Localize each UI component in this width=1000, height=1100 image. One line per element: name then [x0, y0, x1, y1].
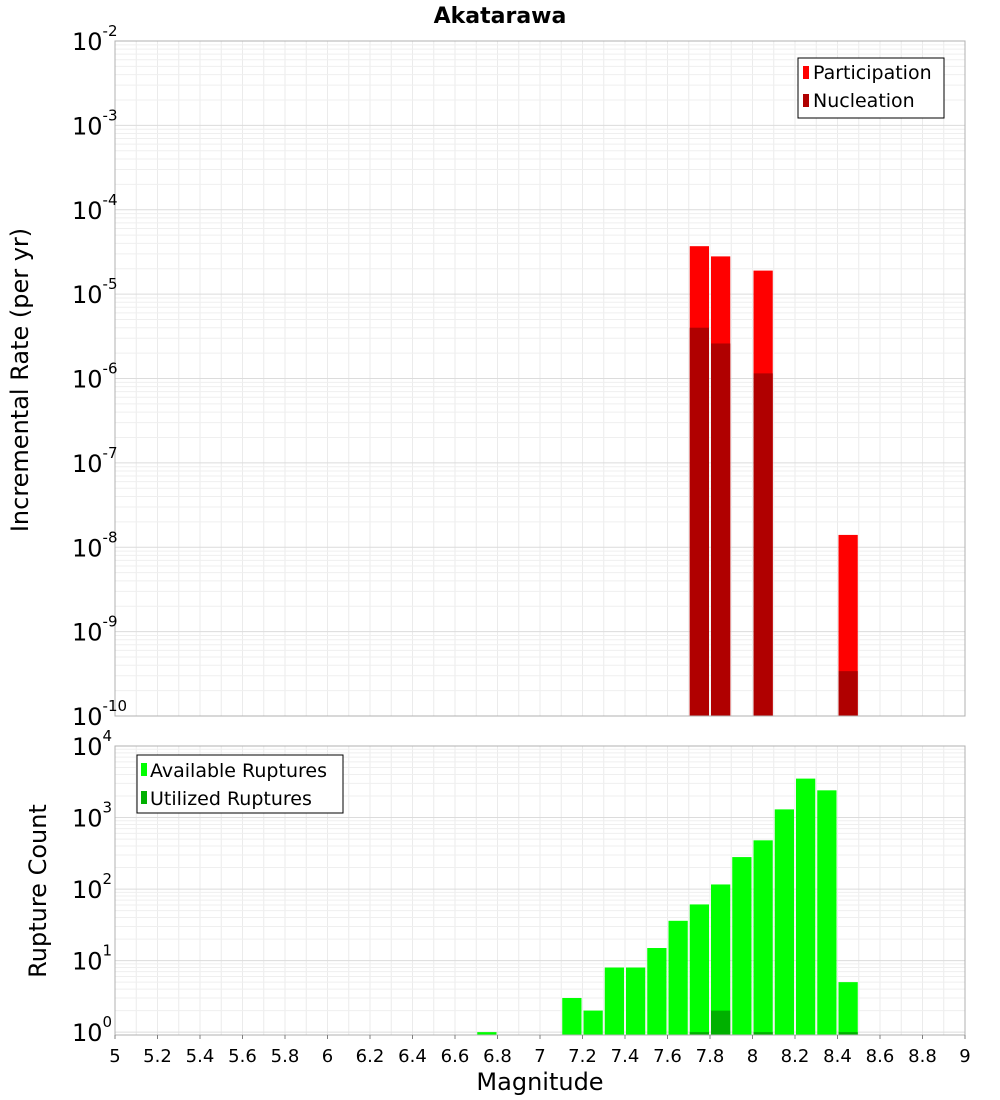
available-ruptures-bar — [477, 1032, 497, 1035]
x-tick-label: 6.4 — [398, 1046, 427, 1067]
nucleation-bar — [689, 327, 709, 716]
utilized-ruptures-bar — [689, 1032, 709, 1035]
x-tick-label: 9 — [959, 1046, 970, 1067]
available-ruptures-bar — [796, 778, 816, 1035]
x-tick-label: 6.2 — [356, 1046, 385, 1067]
rate-y-tick-label: 10-2 — [72, 22, 118, 56]
count-bars — [477, 778, 858, 1035]
x-tick-label: 8 — [747, 1046, 758, 1067]
rate-y-tick-label: 10-10 — [72, 697, 127, 731]
available-ruptures-bar — [838, 982, 858, 1035]
x-tick-label: 7.2 — [568, 1046, 597, 1067]
x-tick-label: 7 — [534, 1046, 545, 1067]
x-tick-label: 5.2 — [143, 1046, 172, 1067]
count-y-ticks: 100 101 102 103 104 — [72, 727, 112, 1047]
utilized-ruptures-bar — [753, 1032, 773, 1035]
nucleation-bar — [753, 373, 773, 716]
magnitude-x-ticks: 5 5.2 5.4 5.6 5.8 6 6.2 6.4 6.6 6.8 7 7.2 7.4 7.6 7.8 8… — [109, 1035, 971, 1067]
x-tick-label: 5.8 — [271, 1046, 300, 1067]
rate-y-tick-label: 10-8 — [72, 528, 118, 562]
available-ruptures-bar — [668, 920, 688, 1035]
x-tick-label: 5.6 — [228, 1046, 257, 1067]
rate-y-tick-label: 10-4 — [72, 191, 118, 225]
x-tick-label: 8.4 — [823, 1046, 852, 1067]
x-tick-label: 5 — [109, 1046, 120, 1067]
legend-swatch-participation — [803, 66, 809, 79]
nucleation-bar — [711, 343, 731, 716]
legend-label-available: Available Ruptures — [150, 760, 327, 782]
available-ruptures-bar — [689, 904, 709, 1035]
rate-y-tick-label: 10-5 — [72, 275, 118, 309]
count-y-tick-label: 103 — [72, 799, 112, 833]
available-ruptures-bar — [774, 809, 794, 1035]
count-y-tick-label: 101 — [72, 942, 112, 976]
rate-plot-frame — [114, 40, 966, 717]
available-ruptures-bar — [711, 884, 731, 1035]
x-tick-label: 6.6 — [441, 1046, 470, 1067]
x-tick-label: 8.8 — [908, 1046, 937, 1067]
legend-label-utilized: Utilized Ruptures — [150, 788, 312, 810]
available-ruptures-bar — [583, 1010, 603, 1035]
x-tick-label: 8.2 — [781, 1046, 810, 1067]
rate-grid — [114, 41, 966, 717]
rate-y-tick-label: 10-3 — [72, 106, 118, 140]
count-legend-box — [136, 754, 344, 814]
magnitude-x-axis-label: Magnitude — [476, 1068, 603, 1096]
x-tick-label: 8.6 — [866, 1046, 895, 1067]
rate-y-axis-label: Incremental Rate (per yr) — [6, 228, 34, 532]
count-y-tick-label: 102 — [72, 870, 112, 904]
chart-title: Akatarawa — [434, 4, 567, 29]
available-ruptures-bar — [626, 967, 646, 1035]
legend-swatch-utilized — [141, 791, 147, 804]
available-ruptures-bar — [647, 948, 667, 1035]
rate-bars — [689, 246, 858, 716]
legend-label-participation: Participation — [813, 62, 932, 84]
available-ruptures-bar — [732, 857, 752, 1035]
legend-label-nucleation: Nucleation — [813, 90, 915, 112]
x-tick-label: 7.4 — [611, 1046, 640, 1067]
x-tick-label: 7.6 — [653, 1046, 682, 1067]
utilized-ruptures-bar — [838, 1032, 858, 1035]
x-tick-label: 5.4 — [186, 1046, 215, 1067]
available-ruptures-bar — [817, 790, 837, 1035]
rate-y-tick-label: 10-6 — [72, 360, 118, 394]
incremental-rate-panel: 10-10 10-9 10-8 10-7 10-6 10-5 10-4 10-3 10-2 In… — [6, 22, 966, 731]
nucleation-bar — [838, 671, 858, 716]
utilized-ruptures-bar — [711, 1010, 731, 1035]
available-ruptures-bar — [562, 998, 582, 1035]
x-tick-label: 6 — [322, 1046, 333, 1067]
rate-legend: Participation Nucleation — [797, 57, 945, 119]
count-legend: Available Ruptures Utilized Ruptures — [136, 754, 344, 814]
legend-swatch-available — [141, 763, 147, 776]
count-y-tick-label: 100 — [72, 1013, 112, 1047]
rate-y-tick-label: 10-7 — [72, 444, 118, 478]
rate-y-tick-label: 10-9 — [72, 613, 118, 647]
count-y-axis-label: Rupture Count — [24, 804, 52, 978]
count-y-tick-label: 104 — [72, 727, 112, 761]
rate-legend-box — [797, 57, 945, 119]
participation-bar — [838, 534, 858, 716]
rate-y-ticks: 10-10 10-9 10-8 10-7 10-6 10-5 10-4 10-3 10-2 — [72, 22, 127, 731]
available-ruptures-bar — [604, 967, 624, 1035]
x-tick-label: 7.8 — [696, 1046, 725, 1067]
x-tick-label: 6.8 — [483, 1046, 512, 1067]
legend-swatch-nucleation — [803, 94, 809, 107]
available-ruptures-bar — [753, 840, 773, 1035]
rupture-count-panel: 100 101 102 103 104 5 5.2 5.4 5.6 5.8 6 6.2 6.4 6.6 6… — [24, 727, 971, 1096]
